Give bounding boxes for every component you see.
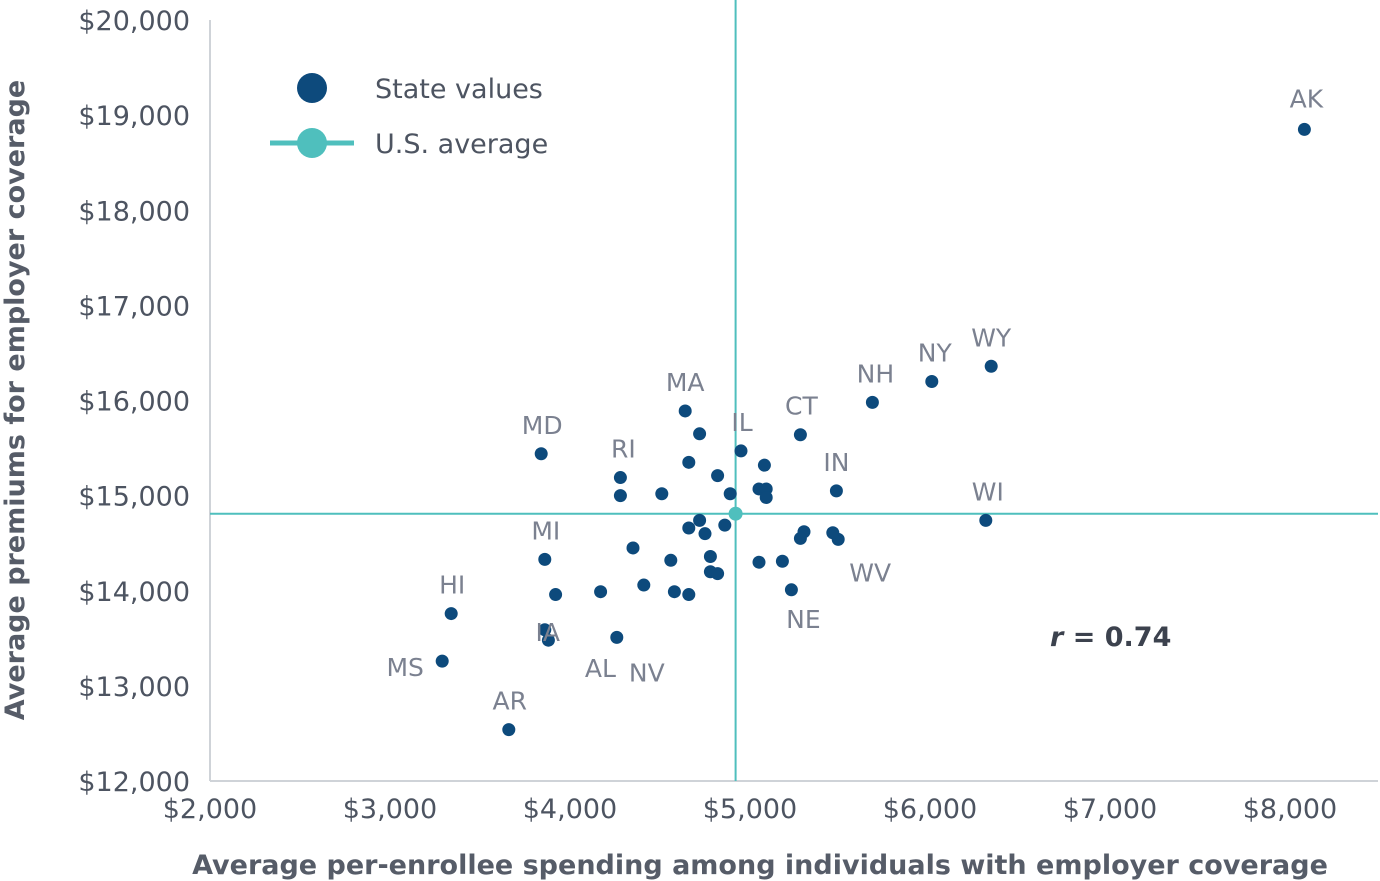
state-label-wi: WI — [972, 477, 1004, 506]
state-point — [711, 469, 725, 483]
state-point — [693, 513, 707, 527]
state-point-hi — [444, 607, 458, 621]
y-tick-label: $13,000 — [78, 672, 190, 703]
state-label-ny: NY — [918, 338, 953, 367]
legend-average-label: U.S. average — [375, 129, 548, 160]
state-point-in — [829, 484, 843, 498]
state-point-ak — [1297, 122, 1311, 136]
y-tick-label: $14,000 — [78, 577, 190, 608]
state-label-al: AL — [585, 654, 616, 683]
y-tick-label: $20,000 — [78, 6, 190, 37]
y-tick-label: $16,000 — [78, 387, 190, 418]
legend-average-marker — [297, 128, 327, 158]
state-point — [826, 526, 840, 540]
state-label-wy: WY — [971, 323, 1012, 352]
state-label-md: MD — [522, 411, 563, 440]
state-point-ny — [925, 374, 939, 388]
state-label-il: IL — [731, 408, 752, 437]
state-label-ri: RI — [611, 435, 636, 464]
y-tick-label: $19,000 — [78, 101, 190, 132]
us-average-point — [728, 506, 743, 521]
state-point-il — [734, 444, 748, 458]
x-tick-label: $4,000 — [523, 794, 617, 825]
correlation-symbol: r — [1050, 622, 1065, 653]
state-point-md — [534, 447, 548, 461]
state-point — [637, 578, 651, 592]
state-point — [718, 518, 732, 532]
state-label-nh: NH — [857, 359, 895, 388]
state-point-al — [541, 633, 555, 647]
state-label-mi: MI — [531, 516, 560, 545]
state-point-ar — [502, 723, 516, 737]
state-point-ct — [793, 428, 807, 442]
correlation-equals: = — [1063, 622, 1104, 653]
us-average-lines — [210, 0, 1378, 781]
state-points — [435, 122, 1311, 737]
state-point — [613, 489, 627, 503]
x-axis-title: Average per-enrollee spending among indi… — [192, 850, 1328, 881]
state-point — [594, 585, 608, 599]
state-point — [775, 554, 789, 568]
state-point — [698, 527, 712, 541]
state-point — [667, 585, 681, 599]
y-tick-label: $12,000 — [78, 767, 190, 798]
state-point — [655, 487, 669, 501]
x-tick-label: $3,000 — [343, 794, 437, 825]
state-point-wy — [984, 359, 998, 373]
axes — [209, 20, 1378, 782]
state-label-in: IN — [823, 448, 849, 477]
legend: State values U.S. average — [270, 73, 548, 160]
state-point — [664, 553, 678, 567]
x-tick-label: $5,000 — [703, 794, 797, 825]
state-label-ct: CT — [785, 392, 818, 421]
state-label-ar: AR — [493, 687, 527, 716]
state-point-ms — [435, 654, 449, 668]
x-axis-ticks: $2,000 $3,000 $4,000 $5,000 $6,000 $7,000 $8,0… — [163, 794, 1337, 825]
state-point — [759, 491, 773, 505]
state-point-ia — [538, 623, 552, 637]
state-point — [723, 487, 737, 501]
state-point-ma — [678, 404, 692, 418]
state-point-ri — [613, 471, 627, 485]
state-point — [626, 541, 640, 555]
y-tick-label: $17,000 — [78, 291, 190, 322]
state-point — [793, 531, 807, 545]
state-point — [693, 427, 707, 441]
x-tick-label: $6,000 — [883, 794, 977, 825]
state-point-ne — [784, 583, 798, 597]
y-tick-label: $15,000 — [78, 482, 190, 513]
correlation-value: 0.74 — [1105, 622, 1172, 653]
state-point — [682, 521, 696, 535]
y-axis-ticks: $12,000 $13,000 $14,000 $15,000 $16,000 $17,0… — [78, 6, 190, 798]
state-label-ma: MA — [666, 368, 705, 397]
state-point-nv — [610, 630, 624, 644]
legend-state-label: State values — [375, 74, 543, 105]
state-point-wi — [979, 513, 993, 527]
state-label-nv: NV — [629, 658, 665, 687]
state-point — [549, 588, 563, 602]
correlation-annotation: r = 0.74 — [1050, 622, 1171, 653]
state-label-hi: HI — [439, 571, 465, 600]
y-axis-title: Average premiums for employer coverage — [0, 80, 31, 720]
state-label-ia: IA — [536, 618, 560, 647]
state-point-nh — [865, 395, 879, 409]
state-point — [682, 588, 696, 602]
x-tick-label: $2,000 — [163, 794, 257, 825]
state-point — [682, 455, 696, 469]
x-tick-label: $7,000 — [1063, 794, 1157, 825]
state-point — [703, 550, 717, 564]
state-label-ms: MS — [386, 653, 423, 682]
x-tick-label: $8,000 — [1243, 794, 1337, 825]
y-tick-label: $18,000 — [78, 196, 190, 227]
state-point — [757, 458, 771, 472]
state-point — [711, 567, 725, 581]
legend-state-marker — [297, 73, 327, 103]
state-point — [752, 555, 766, 569]
state-label-ne: NE — [786, 605, 821, 634]
state-label-wv: WV — [849, 558, 891, 587]
state-point-mi — [538, 552, 552, 566]
state-label-ak: AK — [1290, 84, 1324, 113]
